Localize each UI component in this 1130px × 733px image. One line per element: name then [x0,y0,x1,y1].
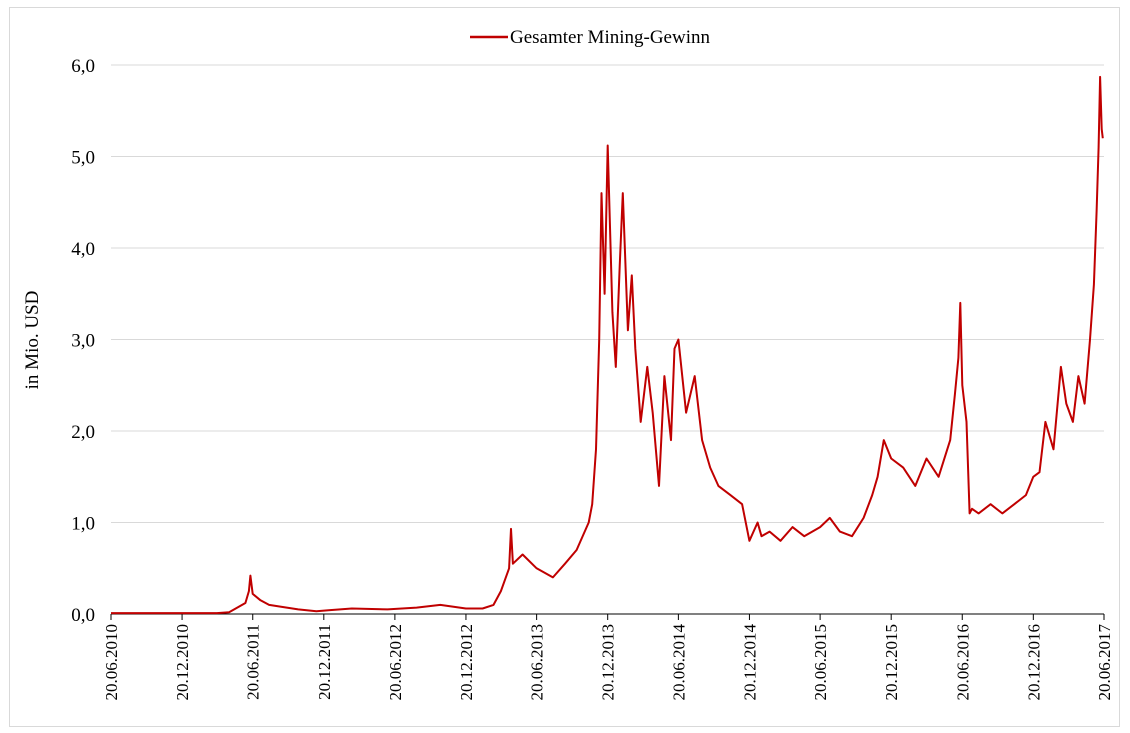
y-tick-label: 2,0 [71,422,95,443]
y-tick-label: 5,0 [71,148,95,169]
x-tick-label: 20.12.2010 [173,624,192,701]
x-tick-label: 20.12.2011 [315,624,334,700]
y-tick-label: 4,0 [71,239,95,260]
x-axis-ticks: 20.06.2010 20.12.2010 20.06.2011 20.12.2011… [102,614,1114,701]
y-axis-title: in Mio. USD [22,291,43,390]
x-tick-label: 20.06.2013 [528,624,547,701]
legend-label: Gesamter Mining-Gewinn [510,27,710,48]
x-tick-label: 20.06.2014 [669,624,688,701]
x-tick-label: 20.12.2015 [882,624,901,701]
x-tick-label: 20.12.2012 [457,624,476,701]
x-tick-label: 20.06.2010 [102,624,121,701]
x-tick-label: 20.06.2016 [953,624,972,701]
gridlines [111,64,1104,523]
y-tick-label: 6,0 [71,56,95,77]
y-tick-label: 0,0 [71,605,95,626]
x-tick-label: 20.12.2013 [599,624,618,701]
x-tick-label: 20.06.2015 [811,624,830,701]
x-tick-label: 20.06.2012 [386,624,405,701]
x-tick-label: 20.06.2017 [1095,624,1114,701]
series-line [111,75,1104,615]
series-lines [111,75,1104,615]
x-tick-label: 20.12.2014 [740,624,759,701]
y-axis-ticks: 0,0 1,0 2,0 3,0 4,0 5,0 6,0 [71,56,95,626]
y-tick-label: 1,0 [71,514,95,535]
y-tick-label: 3,0 [71,331,95,352]
legend: Gesamter Mining-Gewinn [470,27,710,48]
x-tick-label: 20.12.2016 [1024,624,1043,701]
chart-frame [9,7,1120,727]
x-tick-label: 20.06.2011 [244,624,263,700]
